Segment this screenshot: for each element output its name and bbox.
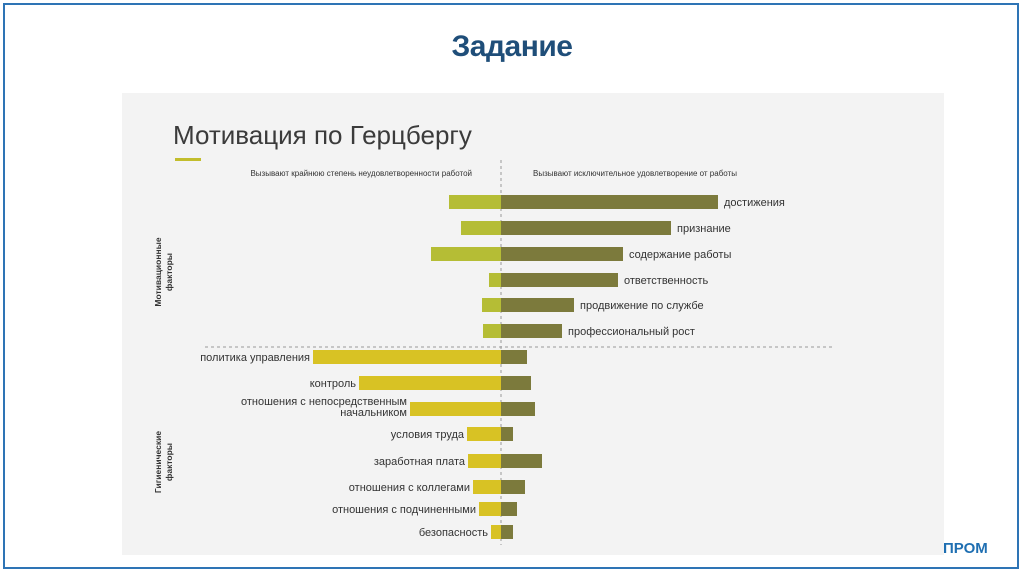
bar-satisfaction-1-5 [501,480,525,494]
category-label-1-6: отношения с подчиненными [332,504,476,516]
bar-dissatisfaction-0-1 [461,221,501,235]
bar-satisfaction-0-4 [501,298,574,312]
bar-dissatisfaction-0-0 [449,195,501,209]
bar-satisfaction-0-5 [501,324,562,338]
group-label-motivators-line1: Мотивационные [153,237,163,306]
category-label-1-0: политика управления [200,352,310,364]
category-label-1-2-line0: отношения с непосредственным [241,396,407,408]
category-label-0-5: профессиональный рост [568,326,695,338]
category-label-1-5: отношения с коллегами [349,482,470,494]
bar-dissatisfaction-1-0 [313,350,501,364]
bar-satisfaction-1-2 [501,402,535,416]
bar-satisfaction-1-0 [501,350,527,364]
bar-dissatisfaction-1-6 [479,502,501,516]
category-label-1-3: условия труда [391,429,465,441]
group-label-hygiene-line2: факторы [164,443,174,481]
bar-satisfaction-1-4 [501,454,542,468]
bar-dissatisfaction-1-1 [359,376,501,390]
bar-dissatisfaction-0-5 [483,324,501,338]
bar-dissatisfaction-1-7 [491,525,501,539]
chart-title-accent [175,158,201,161]
slide-title: Задание [451,30,573,63]
bar-dissatisfaction-1-3 [467,427,501,441]
bar-satisfaction-0-1 [501,221,671,235]
bar-dissatisfaction-1-2 [410,402,501,416]
right-header: Вызывают исключительное удовлетворение о… [533,169,737,178]
category-label-1-7: безопасность [419,527,488,539]
group-label-motivators-line2: факторы [164,253,174,291]
bar-dissatisfaction-1-4 [468,454,501,468]
category-label-0-0: достижения [724,197,785,209]
chart-title: Мотивация по Герцбергу [173,120,472,150]
category-label-0-3: ответственность [624,275,708,287]
category-label-1-4: заработная плата [374,456,466,468]
bar-satisfaction-1-1 [501,376,531,390]
bar-dissatisfaction-0-3 [489,273,501,287]
bar-satisfaction-0-2 [501,247,623,261]
bars-layer: достижения признание содержание работы отве… [200,195,785,539]
bar-satisfaction-0-3 [501,273,618,287]
slide-frame [3,3,1019,569]
left-header: Вызывают крайнюю степень неудовлетворенн… [250,169,472,178]
bar-dissatisfaction-1-5 [473,480,501,494]
brand-logo-text: ПРОМ [943,540,988,557]
category-label-0-2: содержание работы [629,249,731,261]
bar-dissatisfaction-0-2 [431,247,501,261]
bar-satisfaction-1-6 [501,502,517,516]
group-label-hygiene-line1: Гигиенические [153,431,163,493]
bar-satisfaction-1-3 [501,427,513,441]
category-label-0-1: признание [677,223,731,235]
bar-satisfaction-1-7 [501,525,513,539]
category-label-1-1: контроль [310,378,357,390]
bar-satisfaction-0-0 [501,195,718,209]
bar-dissatisfaction-0-4 [482,298,501,312]
category-label-0-4: продвижение по службе [580,300,704,312]
category-label-1-2-line1: начальником [340,407,407,419]
